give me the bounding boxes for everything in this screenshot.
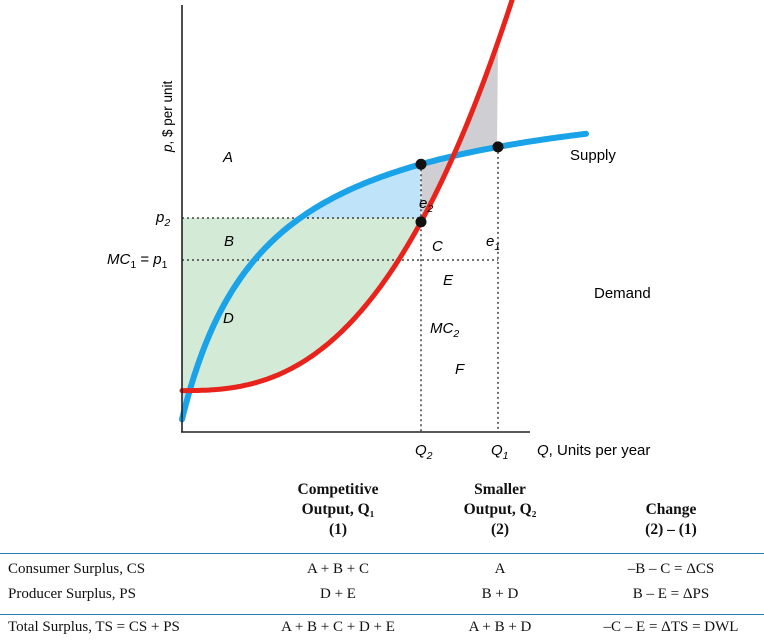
region-label-e: E xyxy=(443,272,454,289)
region-label-b: B xyxy=(224,233,234,250)
region-label-f: F xyxy=(455,361,465,378)
tick-q1: Q1 xyxy=(491,442,509,462)
demand-curve xyxy=(179,130,589,423)
point-e1 xyxy=(492,141,504,153)
table-row-ts: Total Surplus, TS = CS + PS A + B + C + … xyxy=(0,619,764,643)
tick-q2: Q2 xyxy=(415,442,433,462)
header-competitive: Competitive Output, Q₁ (1) xyxy=(297,481,379,538)
header-change: Change (2) – (1) xyxy=(645,501,697,538)
row-label: Consumer Surplus, CS xyxy=(8,561,146,577)
row-col3: B – E = ΔPS xyxy=(632,586,710,602)
point-mc2 xyxy=(415,216,427,228)
region-bd-fill xyxy=(182,218,421,391)
table-row-cs: Consumer Surplus, CS A + B + C A –B – C … xyxy=(0,561,764,585)
row-label: Total Surplus, TS = CS + PS xyxy=(8,619,180,635)
row-col2: A xyxy=(494,561,506,577)
label-mc2: MC2 xyxy=(430,320,459,340)
tick-mc1-p1: MC1 = p1 xyxy=(107,251,168,271)
region-label-a: A xyxy=(222,149,233,166)
table-row-ps: Producer Surplus, PS D + E B + D B – E =… xyxy=(0,586,764,610)
region-label-c: C xyxy=(432,238,443,255)
table-rule-top xyxy=(0,553,764,554)
row-col3: –C – E = ΔTS = DWL xyxy=(603,619,739,635)
row-col1: A + B + C xyxy=(307,561,369,577)
label-e1: e1 xyxy=(486,233,500,253)
row-label: Producer Surplus, PS xyxy=(8,586,136,602)
surplus-chart: p, $ per unit Q, Units per year p2 MC1 =… xyxy=(107,0,651,462)
header-smaller: Smaller Output, Q₂ (2) xyxy=(463,481,537,538)
row-col1: A + B + C + D + E xyxy=(281,619,395,635)
y-axis-label: p, $ per unit xyxy=(160,80,175,153)
row-col2: A + B + D xyxy=(468,619,532,635)
point-e2 xyxy=(415,158,427,170)
supply-curve xyxy=(179,0,515,394)
region-ce-fill xyxy=(421,41,498,220)
row-col1: D + E xyxy=(320,586,356,602)
tick-p2: p2 xyxy=(155,209,170,229)
demand-label: Demand xyxy=(594,285,651,302)
supply-label: Supply xyxy=(570,147,616,164)
row-col2: B + D xyxy=(481,586,519,602)
region-label-d: D xyxy=(223,310,234,327)
table-rule-mid xyxy=(0,614,764,615)
row-col3: –B – C = ΔCS xyxy=(627,561,715,577)
x-axis-label: Q, Units per year xyxy=(537,442,650,459)
